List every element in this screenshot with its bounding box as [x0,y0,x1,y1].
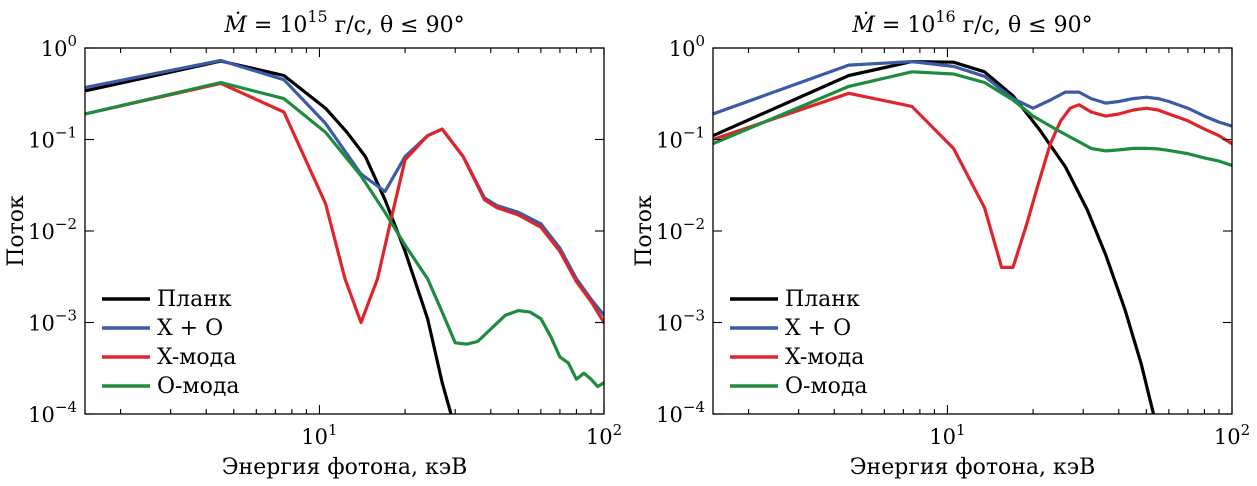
series-line-1 [713,59,1232,128]
chart-title: Ṁ = 1015 г/с, θ ≤ 90° [223,7,464,38]
series-line-0 [85,59,453,414]
y-tick-label: 10−3 [656,307,705,336]
x-tick-label: 102 [586,421,622,449]
series-line-2 [85,81,604,325]
y-tick-label: 10−2 [656,215,705,244]
chart-panel-left: 101 102 100 10−1 10−2 10−3 10−4 Энергия фотона,… [4,7,622,480]
legend-label-2: X-мода [785,345,864,370]
y-axis-label: Поток [632,195,657,267]
y-tick-label: 10−1 [656,124,705,153]
legend-label-1: X + O [157,316,223,341]
y-axis-label: Поток [4,195,29,267]
series-line-2 [713,91,1232,269]
chart-title: Ṁ = 1016 г/с, θ ≤ 90° [851,7,1092,38]
y-tick-label: 100 [669,32,705,61]
legend-label-3: О-мода [785,374,868,399]
legend-label-0: Планк [785,287,860,312]
y-tick-label: 100 [41,32,77,61]
y-tick-label: 10−4 [656,398,705,427]
y-tick-label: 10−1 [28,124,77,153]
legend-label-2: X-мода [157,345,236,370]
x-tick-label: 101 [301,421,337,449]
y-tick-label: 10−4 [28,398,77,427]
legend-label-1: X + O [785,316,851,341]
series-line-3 [713,70,1232,168]
series-group [85,58,604,414]
series-group [713,59,1232,414]
x-tick-label: 102 [1214,421,1250,449]
series-line-3 [85,80,604,389]
y-tick-label: 10−3 [28,307,77,336]
y-tick-label: 10−2 [28,215,77,244]
x-tick-label: 101 [929,421,965,449]
x-axis-label: Энергия фотона, кэВ [850,455,1096,480]
x-axis-label: Энергия фотона, кэВ [222,455,468,480]
chart-panel-right: 101 102 100 10−1 10−2 10−3 10−4 Энергия фотона,… [632,7,1250,480]
legend-label-3: О-мода [157,374,240,399]
legend-label-0: Планк [157,287,232,312]
